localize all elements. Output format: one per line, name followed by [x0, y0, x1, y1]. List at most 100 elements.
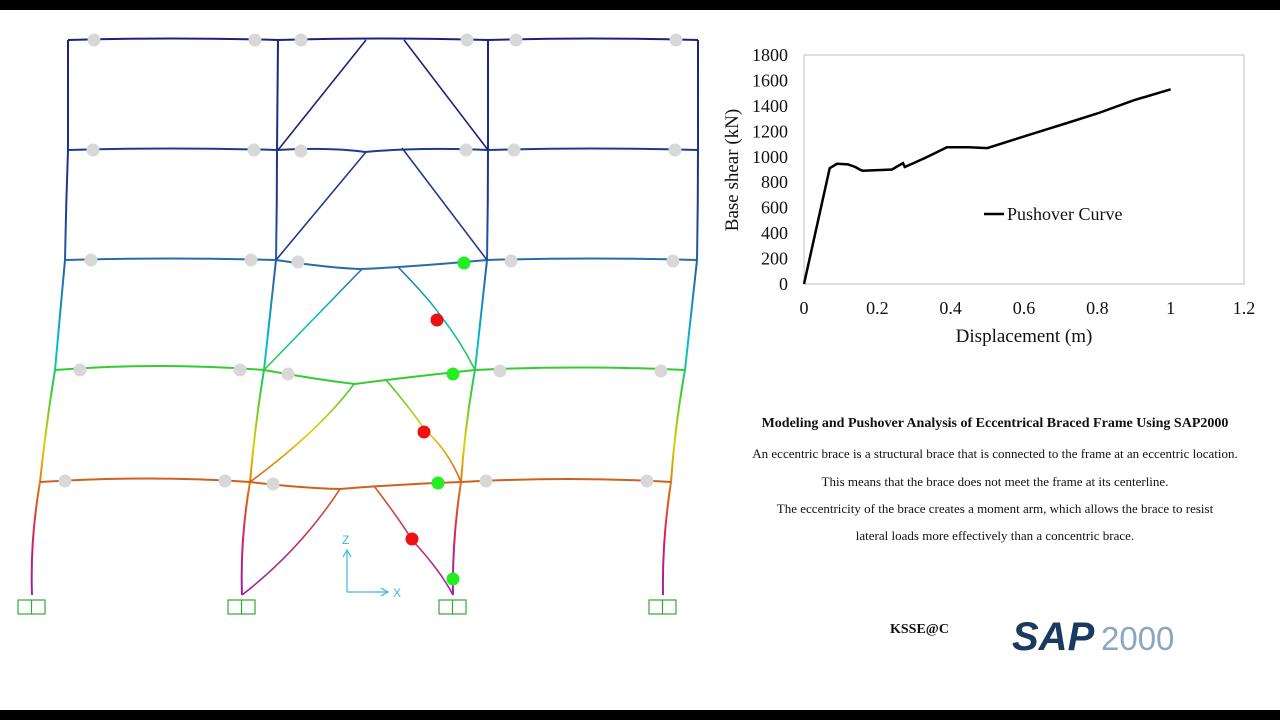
axis-triad: Z X — [342, 533, 401, 600]
hinge-green — [446, 572, 460, 586]
hinge-grey — [86, 143, 100, 157]
hinge-grey — [248, 33, 262, 47]
hinge-green — [431, 476, 445, 490]
y-tick-label: 400 — [761, 223, 788, 243]
x-tick-label: 0.8 — [1086, 298, 1109, 318]
hinge-grey — [504, 254, 518, 268]
hinge-red — [417, 425, 431, 439]
hinge-grey — [233, 363, 247, 377]
brace-level-5-left — [277, 39, 367, 151]
y-tick-label: 1200 — [752, 121, 788, 141]
hinge-red — [405, 532, 419, 546]
x-tick-label: 1.2 — [1233, 298, 1256, 318]
column-3 — [451, 40, 489, 596]
column-1 — [30, 40, 69, 596]
hinge-grey — [460, 33, 474, 47]
series-line-pushover-curve — [802, 88, 1172, 285]
sap2000-logo: SAP 2000 — [1012, 615, 1174, 659]
hinges-green — [431, 256, 471, 586]
x-axis-label: Displacement (m) — [956, 326, 1093, 347]
support-1 — [17, 599, 46, 615]
hinge-grey — [294, 33, 308, 47]
y-tick-label: 1600 — [752, 70, 788, 90]
y-tick-labels: 0 200 400 600 800 1000 1200 1400 1600 1800 — [752, 45, 788, 294]
info-line-4: lateral loads more effectively than a co… — [855, 528, 1135, 543]
brace-level-5-right — [403, 39, 489, 151]
support-3 — [438, 599, 467, 615]
x-tick-labels: 0 0.2 0.4 0.6 0.8 1 1.2 — [800, 298, 1256, 318]
logo-version: 2000 — [1101, 620, 1174, 657]
ksse-label: KSSE@C — [890, 622, 949, 637]
hinge-grey — [247, 143, 261, 157]
y-tick-label: 1800 — [752, 45, 788, 65]
hinge-grey — [218, 474, 232, 488]
beams — [39, 37, 699, 491]
support-4 — [648, 599, 677, 615]
beam-level-4 — [67, 147, 699, 154]
hinge-grey — [291, 255, 305, 269]
y-tick-label: 1400 — [752, 96, 788, 116]
hinge-grey — [73, 363, 87, 377]
brace-level-3-left — [263, 268, 363, 371]
hinge-grey — [459, 143, 473, 157]
logo-sap: SAP — [1012, 615, 1095, 659]
pushover-chart: 0 200 400 600 800 1000 1200 1400 1600 1800 0 0.2 0.… — [722, 45, 1256, 347]
y-tick-label: 600 — [761, 198, 788, 218]
brace-level-2-left — [249, 383, 355, 483]
hinge-grey — [669, 33, 683, 47]
hinge-grey — [507, 143, 521, 157]
brace-level-4-right — [401, 147, 488, 261]
beam-level-2 — [54, 365, 686, 386]
y-tick-label: 200 — [761, 249, 788, 269]
legend: Pushover Curve — [984, 204, 1123, 224]
x-tick-label: 1 — [1166, 298, 1175, 318]
hinge-green — [457, 256, 471, 270]
brace-level-4-left — [275, 151, 367, 261]
beam-level-3 — [64, 257, 698, 271]
hinge-grey — [87, 33, 101, 47]
column-4 — [661, 40, 699, 596]
hinge-grey — [479, 474, 493, 488]
supports — [17, 599, 677, 615]
info-line-3: The eccentricity of the brace creates a … — [776, 501, 1214, 516]
y-tick-label: 1000 — [752, 147, 788, 167]
y-tick-label: 0 — [779, 274, 788, 294]
hinge-grey — [266, 477, 280, 491]
hinge-grey — [668, 143, 682, 157]
hinge-grey — [281, 367, 295, 381]
hinge-green — [446, 367, 460, 381]
beam-level-1 — [39, 477, 672, 491]
x-tick-label: 0.4 — [939, 298, 962, 318]
columns — [30, 39, 699, 596]
plot-area — [803, 54, 1245, 285]
hinge-red — [430, 313, 444, 327]
braces — [241, 39, 489, 596]
beam-level-5 — [67, 37, 699, 42]
info-line-2: This means that the brace does not meet … — [821, 474, 1169, 489]
brace-level-1-left — [241, 488, 341, 596]
x-tick-label: 0 — [800, 298, 809, 318]
info-line-1: An eccentric brace is a structural brace… — [752, 446, 1238, 461]
hinge-grey — [84, 253, 98, 267]
axis-label-z: Z — [342, 533, 349, 547]
hinge-grey — [654, 364, 668, 378]
info-title: Modeling and Pushover Analysis of Eccent… — [761, 416, 1229, 431]
y-tick-label: 800 — [761, 172, 788, 192]
hinge-grey — [294, 144, 308, 158]
support-2 — [227, 599, 256, 615]
legend-label: Pushover Curve — [1007, 204, 1123, 224]
y-axis-label: Base shear (kN) — [722, 109, 743, 231]
x-tick-label: 0.6 — [1013, 298, 1036, 318]
column-2 — [240, 39, 279, 596]
hinge-grey — [58, 474, 72, 488]
hinge-grey — [244, 253, 258, 267]
axis-label-x: X — [393, 586, 401, 600]
hinge-grey — [509, 33, 523, 47]
x-tick-label: 0.2 — [866, 298, 889, 318]
hinge-grey — [640, 474, 654, 488]
frame-model-view: Z X — [17, 33, 699, 615]
hinges-red — [405, 313, 444, 546]
hinges-grey — [58, 33, 683, 491]
hinge-grey — [493, 364, 507, 378]
